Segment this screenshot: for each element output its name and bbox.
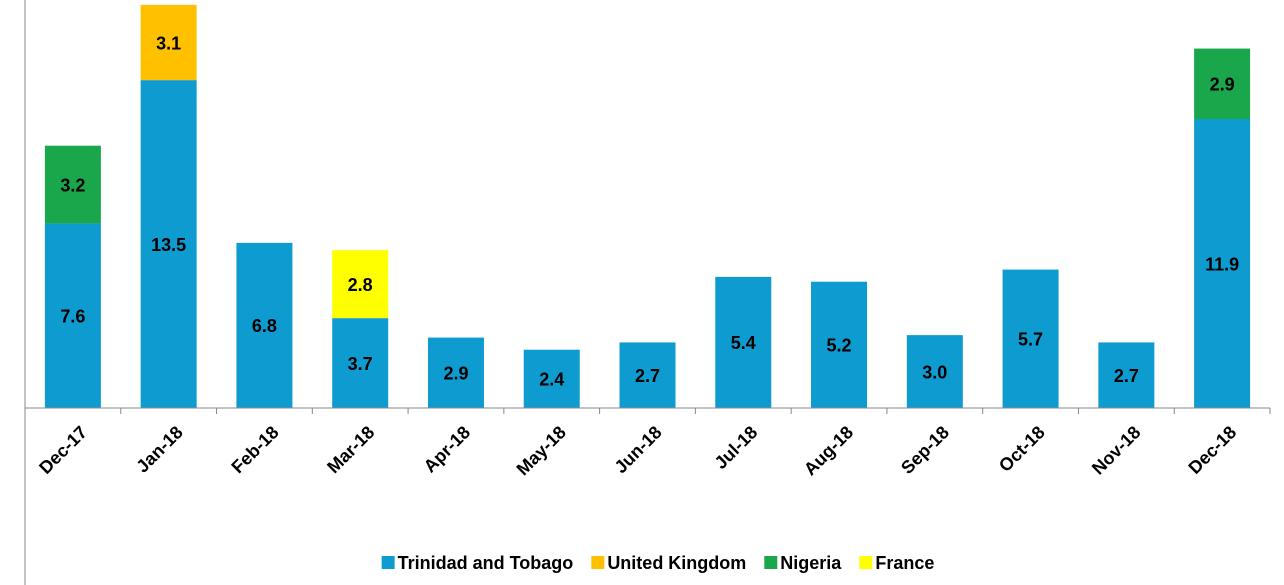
bar-segment [1194,119,1251,408]
value-label: 3.1 [156,33,181,53]
legend-swatch [591,556,605,569]
x-tick-label: Apr-18 [420,422,474,476]
bar-segment [44,145,101,224]
value-label: 2.8 [348,275,373,295]
x-tick-label: Jan-18 [132,422,186,476]
bar-segment [1002,269,1059,408]
bar-segment [427,337,484,408]
value-label: 2.9 [1210,75,1235,95]
bar-segment [140,80,197,409]
bar-segment [44,223,101,408]
bar-segment [906,335,963,408]
value-label: 3.7 [348,354,373,374]
value-label: 11.9 [1205,254,1239,274]
value-label: 2.7 [1114,366,1139,386]
value-label: 3.0 [922,362,947,382]
bar-segment [332,250,389,319]
bar-segment [811,281,868,408]
legend-label: Trinidad and Tobago [398,553,574,573]
x-tick-label: Feb-18 [227,422,282,477]
bar-segment [236,242,293,408]
value-label: 2.7 [635,366,660,386]
bar-segment [715,276,772,408]
legend-swatch [764,556,778,569]
x-tick-label: Nov-18 [1088,422,1145,479]
value-label: 13.5 [151,235,186,255]
x-tick-label: Sep-18 [897,422,953,478]
legend-swatch [859,556,873,569]
legend-label: France [875,553,934,573]
value-label: 5.4 [731,333,756,353]
x-tick-label: Aug-18 [800,422,857,479]
value-label: 2.9 [443,364,468,384]
legend-label: Nigeria [780,553,842,573]
x-tick-label: May-18 [513,422,570,479]
x-tick-label: Jul-18 [711,422,762,473]
bar-segment [619,342,676,408]
bar-segment [332,318,389,408]
legend-label: United Kingdom [607,553,746,573]
x-tick-label: Oct-18 [995,422,1049,476]
x-tick-label: Dec-18 [1184,422,1240,478]
value-label: 5.2 [827,336,852,356]
x-tick-label: Jun-18 [611,422,666,477]
bar-segment [1098,342,1155,408]
x-tick-label: Dec-17 [35,422,91,478]
bar-segment [1194,48,1251,120]
bar-segment [523,349,580,408]
value-label: 3.2 [60,175,85,195]
bar-segment [140,4,197,81]
value-label: 5.7 [1018,330,1043,350]
value-label: 2.4 [539,370,564,390]
legend-swatch [381,556,395,569]
value-label: 6.8 [252,316,277,336]
x-tick-label: Mar-18 [323,422,378,477]
value-label: 7.6 [60,306,85,326]
